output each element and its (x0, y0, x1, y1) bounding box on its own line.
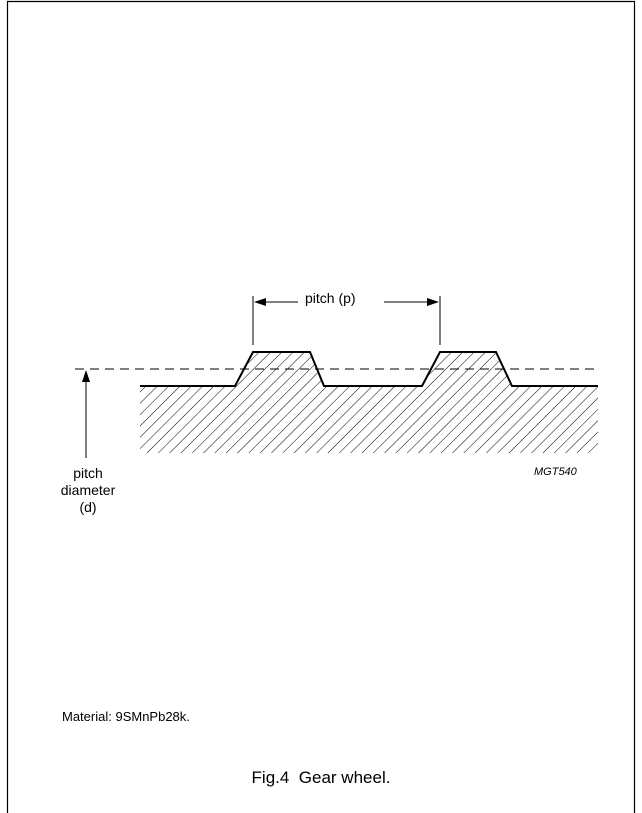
figure-code: MGT540 (534, 466, 577, 478)
pitch-arrowhead-right (427, 298, 439, 306)
material-note: Material: 9SMnPb28k. (62, 709, 190, 724)
figure-title: Gear wheel. (298, 768, 391, 787)
figure-border (6, 0, 636, 813)
pitch-arrowhead-left (254, 298, 266, 306)
figure-number: Fig.4 (251, 768, 290, 787)
pitch-diameter-arrowhead (82, 370, 90, 382)
pitch-diameter-label-line-2: diameter (60, 482, 116, 498)
pitch-diameter-label-line-1: pitch (73, 465, 103, 481)
pitch-label: pitch (p) (305, 290, 356, 306)
pitch-diameter-label: pitch diameter (d) (48, 465, 128, 516)
pitch-diameter-label-line-3: (d) (79, 499, 97, 515)
figure-caption: Fig.4 Gear wheel. (0, 768, 642, 788)
gear-body (140, 352, 598, 453)
